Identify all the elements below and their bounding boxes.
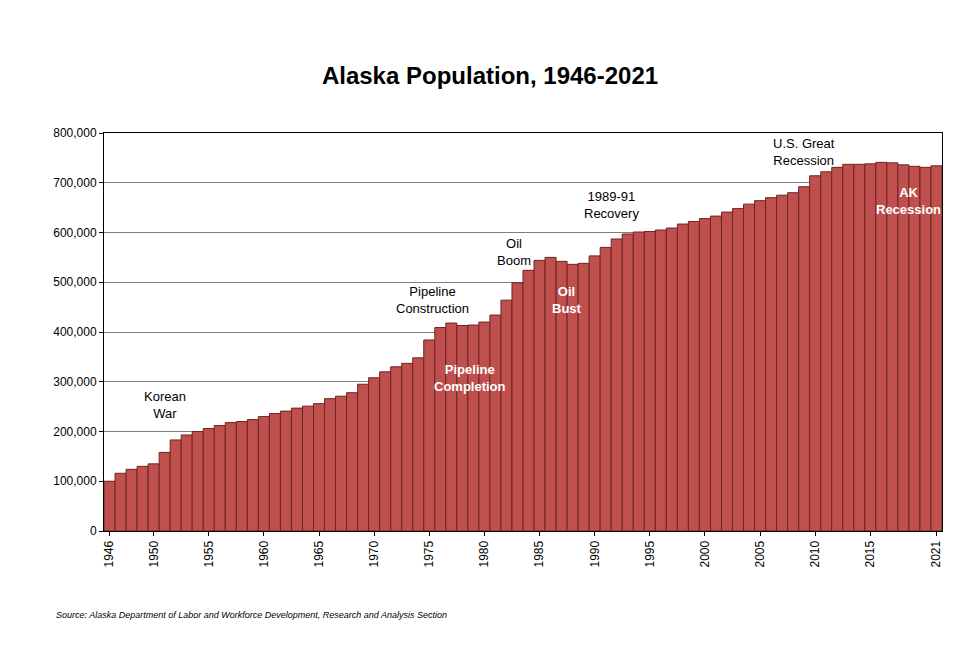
svg-text:2021: 2021 [929,540,943,567]
svg-text:KoreanWar: KoreanWar [144,389,186,421]
svg-text:1985: 1985 [532,540,546,567]
svg-text:0: 0 [90,524,97,538]
svg-text:1960: 1960 [257,540,271,567]
svg-text:500,000: 500,000 [53,275,97,289]
svg-text:OilBust: OilBust [552,284,582,316]
svg-text:1955: 1955 [202,540,216,567]
svg-text:U.S. GreatRecession: U.S. GreatRecession [773,136,835,168]
svg-text:2010: 2010 [808,540,822,567]
svg-text:1995: 1995 [643,540,657,567]
svg-text:600,000: 600,000 [53,226,97,240]
svg-text:300,000: 300,000 [53,375,97,389]
svg-text:Source: Alaska Department of L: Source: Alaska Department of Labor and W… [56,610,447,620]
svg-text:200,000: 200,000 [53,425,97,439]
svg-text:OilBoom: OilBoom [497,236,531,268]
svg-text:1965: 1965 [312,540,326,567]
svg-text:1990: 1990 [588,540,602,567]
svg-text:1946: 1946 [102,540,116,567]
svg-text:1980: 1980 [477,540,491,567]
svg-text:100,000: 100,000 [53,474,97,488]
svg-text:2000: 2000 [698,540,712,567]
svg-text:PipelineConstruction: PipelineConstruction [396,284,469,316]
svg-text:700,000: 700,000 [53,176,97,190]
svg-text:PipelineCompletion: PipelineCompletion [434,362,506,394]
svg-text:2015: 2015 [863,540,877,567]
svg-text:2005: 2005 [753,540,767,567]
svg-text:1989-91Recovery: 1989-91Recovery [584,189,639,221]
svg-text:1950: 1950 [147,540,161,567]
svg-text:Alaska Population, 1946-2021: Alaska Population, 1946-2021 [322,62,658,89]
svg-text:400,000: 400,000 [53,325,97,339]
svg-text:800,000: 800,000 [53,126,97,140]
svg-text:AKRecession: AKRecession [876,185,941,217]
svg-text:1975: 1975 [422,540,436,567]
svg-text:1970: 1970 [367,540,381,567]
